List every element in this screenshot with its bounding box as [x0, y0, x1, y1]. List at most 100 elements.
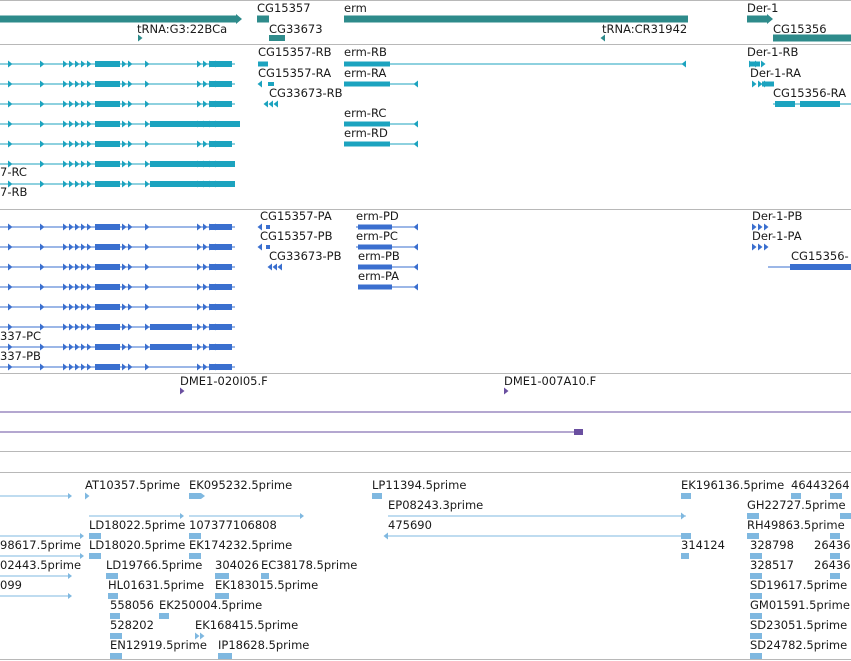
strand-arrow[interactable] — [197, 160, 202, 168]
strand-arrow[interactable] — [69, 323, 74, 331]
est-label[interactable]: SD19617.5prime — [750, 578, 848, 592]
strand-arrow[interactable] — [197, 100, 202, 108]
strand-arrow[interactable] — [195, 632, 200, 640]
strand-arrow[interactable] — [81, 140, 86, 148]
strand-arrow[interactable] — [197, 263, 202, 271]
transcript-label[interactable]: 7-RC — [0, 165, 27, 179]
strand-arrow[interactable] — [272, 263, 278, 271]
strand-arrow[interactable] — [80, 553, 84, 559]
transcript-label[interactable]: erm-RA — [344, 66, 387, 80]
strand-arrow[interactable] — [87, 120, 92, 128]
exon-box[interactable] — [791, 493, 801, 499]
strand-arrow[interactable] — [758, 80, 763, 88]
strand-arrow[interactable] — [203, 180, 208, 188]
exon-box[interactable] — [269, 35, 285, 41]
strand-arrow[interactable] — [40, 223, 45, 231]
exon-box[interactable] — [210, 141, 232, 147]
strand-arrow[interactable] — [180, 513, 184, 519]
exon-box[interactable] — [95, 304, 120, 310]
exon-box[interactable] — [218, 653, 232, 659]
est-label[interactable]: 475690 — [388, 518, 432, 532]
est-label[interactable]: 558056 — [110, 598, 154, 612]
strand-arrow[interactable] — [145, 243, 150, 251]
exon-box[interactable] — [681, 533, 691, 539]
est-label[interactable]: 528202 — [110, 618, 154, 632]
gene-label-trna-g3[interactable]: tRNA:G3:22BCa — [137, 22, 228, 36]
strand-arrow[interactable] — [122, 283, 127, 291]
exon-box[interactable] — [830, 533, 840, 539]
strand-arrow[interactable] — [145, 343, 150, 351]
est-label[interactable]: SD23051.5prime — [750, 618, 848, 632]
exon-box[interactable] — [266, 225, 270, 229]
strand-arrow[interactable] — [413, 140, 419, 148]
strand-arrow[interactable] — [75, 160, 80, 168]
strand-arrow[interactable] — [145, 303, 150, 311]
strand-arrow[interactable] — [69, 303, 74, 311]
strand-arrow[interactable] — [75, 223, 80, 231]
strand-arrow[interactable] — [80, 533, 84, 539]
strand-arrow[interactable] — [63, 363, 68, 371]
est-label[interactable]: EK095232.5prime — [189, 478, 293, 492]
exon-box[interactable] — [358, 264, 392, 270]
strand-arrow[interactable] — [68, 573, 72, 579]
strand-arrow[interactable] — [203, 243, 208, 251]
exon-box[interactable] — [773, 34, 851, 42]
strand-arrow[interactable] — [122, 243, 127, 251]
strand-arrow[interactable] — [81, 120, 86, 128]
strand-arrow[interactable] — [145, 80, 150, 88]
strand-arrow[interactable] — [8, 140, 13, 148]
strand-arrow[interactable] — [128, 140, 133, 148]
strand-arrow[interactable] — [197, 120, 202, 128]
strand-arrow[interactable] — [413, 80, 419, 88]
exon-box[interactable] — [210, 161, 232, 167]
est-label[interactable]: 314124 — [681, 538, 725, 552]
gene-label-cg33673[interactable]: CG33673 — [269, 22, 323, 36]
strand-arrow[interactable] — [203, 60, 208, 68]
strand-arrow[interactable] — [122, 100, 127, 108]
strand-arrow[interactable] — [69, 160, 74, 168]
strand-arrow[interactable] — [81, 283, 86, 291]
exon-box[interactable] — [266, 245, 270, 249]
strand-arrow[interactable] — [203, 263, 208, 271]
exon-box[interactable] — [775, 101, 795, 107]
strand-arrow[interactable] — [197, 323, 202, 331]
est-label[interactable]: 328798 — [750, 538, 794, 552]
exon-box[interactable] — [344, 121, 390, 127]
est-label[interactable]: HL01631.5prime — [108, 578, 205, 592]
strand-arrow[interactable] — [8, 160, 13, 168]
strand-arrow[interactable] — [203, 100, 208, 108]
strand-arrow[interactable] — [8, 223, 13, 231]
strand-arrow[interactable] — [681, 512, 686, 520]
exon-box[interactable] — [358, 284, 392, 290]
strand-arrow[interactable] — [87, 343, 92, 351]
est-label[interactable]: 26436 — [814, 558, 851, 572]
protein-label[interactable]: CG15357-PA — [260, 209, 332, 223]
strand-arrow[interactable] — [197, 243, 202, 251]
strand-arrow[interactable] — [236, 14, 242, 24]
exon-box[interactable] — [210, 121, 232, 127]
exon-box[interactable] — [189, 533, 201, 539]
strand-arrow[interactable] — [200, 632, 205, 640]
strand-arrow[interactable] — [40, 60, 45, 68]
exon-box[interactable] — [344, 61, 390, 67]
strand-arrow[interactable] — [413, 283, 419, 291]
strand-arrow[interactable] — [63, 343, 68, 351]
est-label[interactable]: EK174232.5prime — [189, 538, 293, 552]
exon-box[interactable] — [210, 324, 232, 330]
strand-arrow[interactable] — [69, 100, 74, 108]
est-label[interactable]: 107377106808 — [189, 518, 277, 532]
strand-arrow[interactable] — [8, 323, 13, 331]
est-label[interactable]: RH49863.5prime — [747, 518, 845, 532]
est-label[interactable]: 099 — [0, 578, 22, 592]
exon-box[interactable] — [89, 553, 101, 559]
strand-arrow[interactable] — [180, 387, 185, 395]
transcript-label[interactable]: 7-RB — [0, 185, 28, 199]
strand-arrow[interactable] — [145, 120, 150, 128]
strand-arrow[interactable] — [69, 60, 74, 68]
strand-arrow[interactable] — [764, 223, 769, 231]
strand-arrow[interactable] — [128, 323, 133, 331]
exon-box[interactable] — [750, 613, 762, 619]
exon-box[interactable] — [750, 61, 760, 67]
strand-arrow[interactable] — [87, 243, 92, 251]
exon-box[interactable] — [95, 61, 120, 67]
